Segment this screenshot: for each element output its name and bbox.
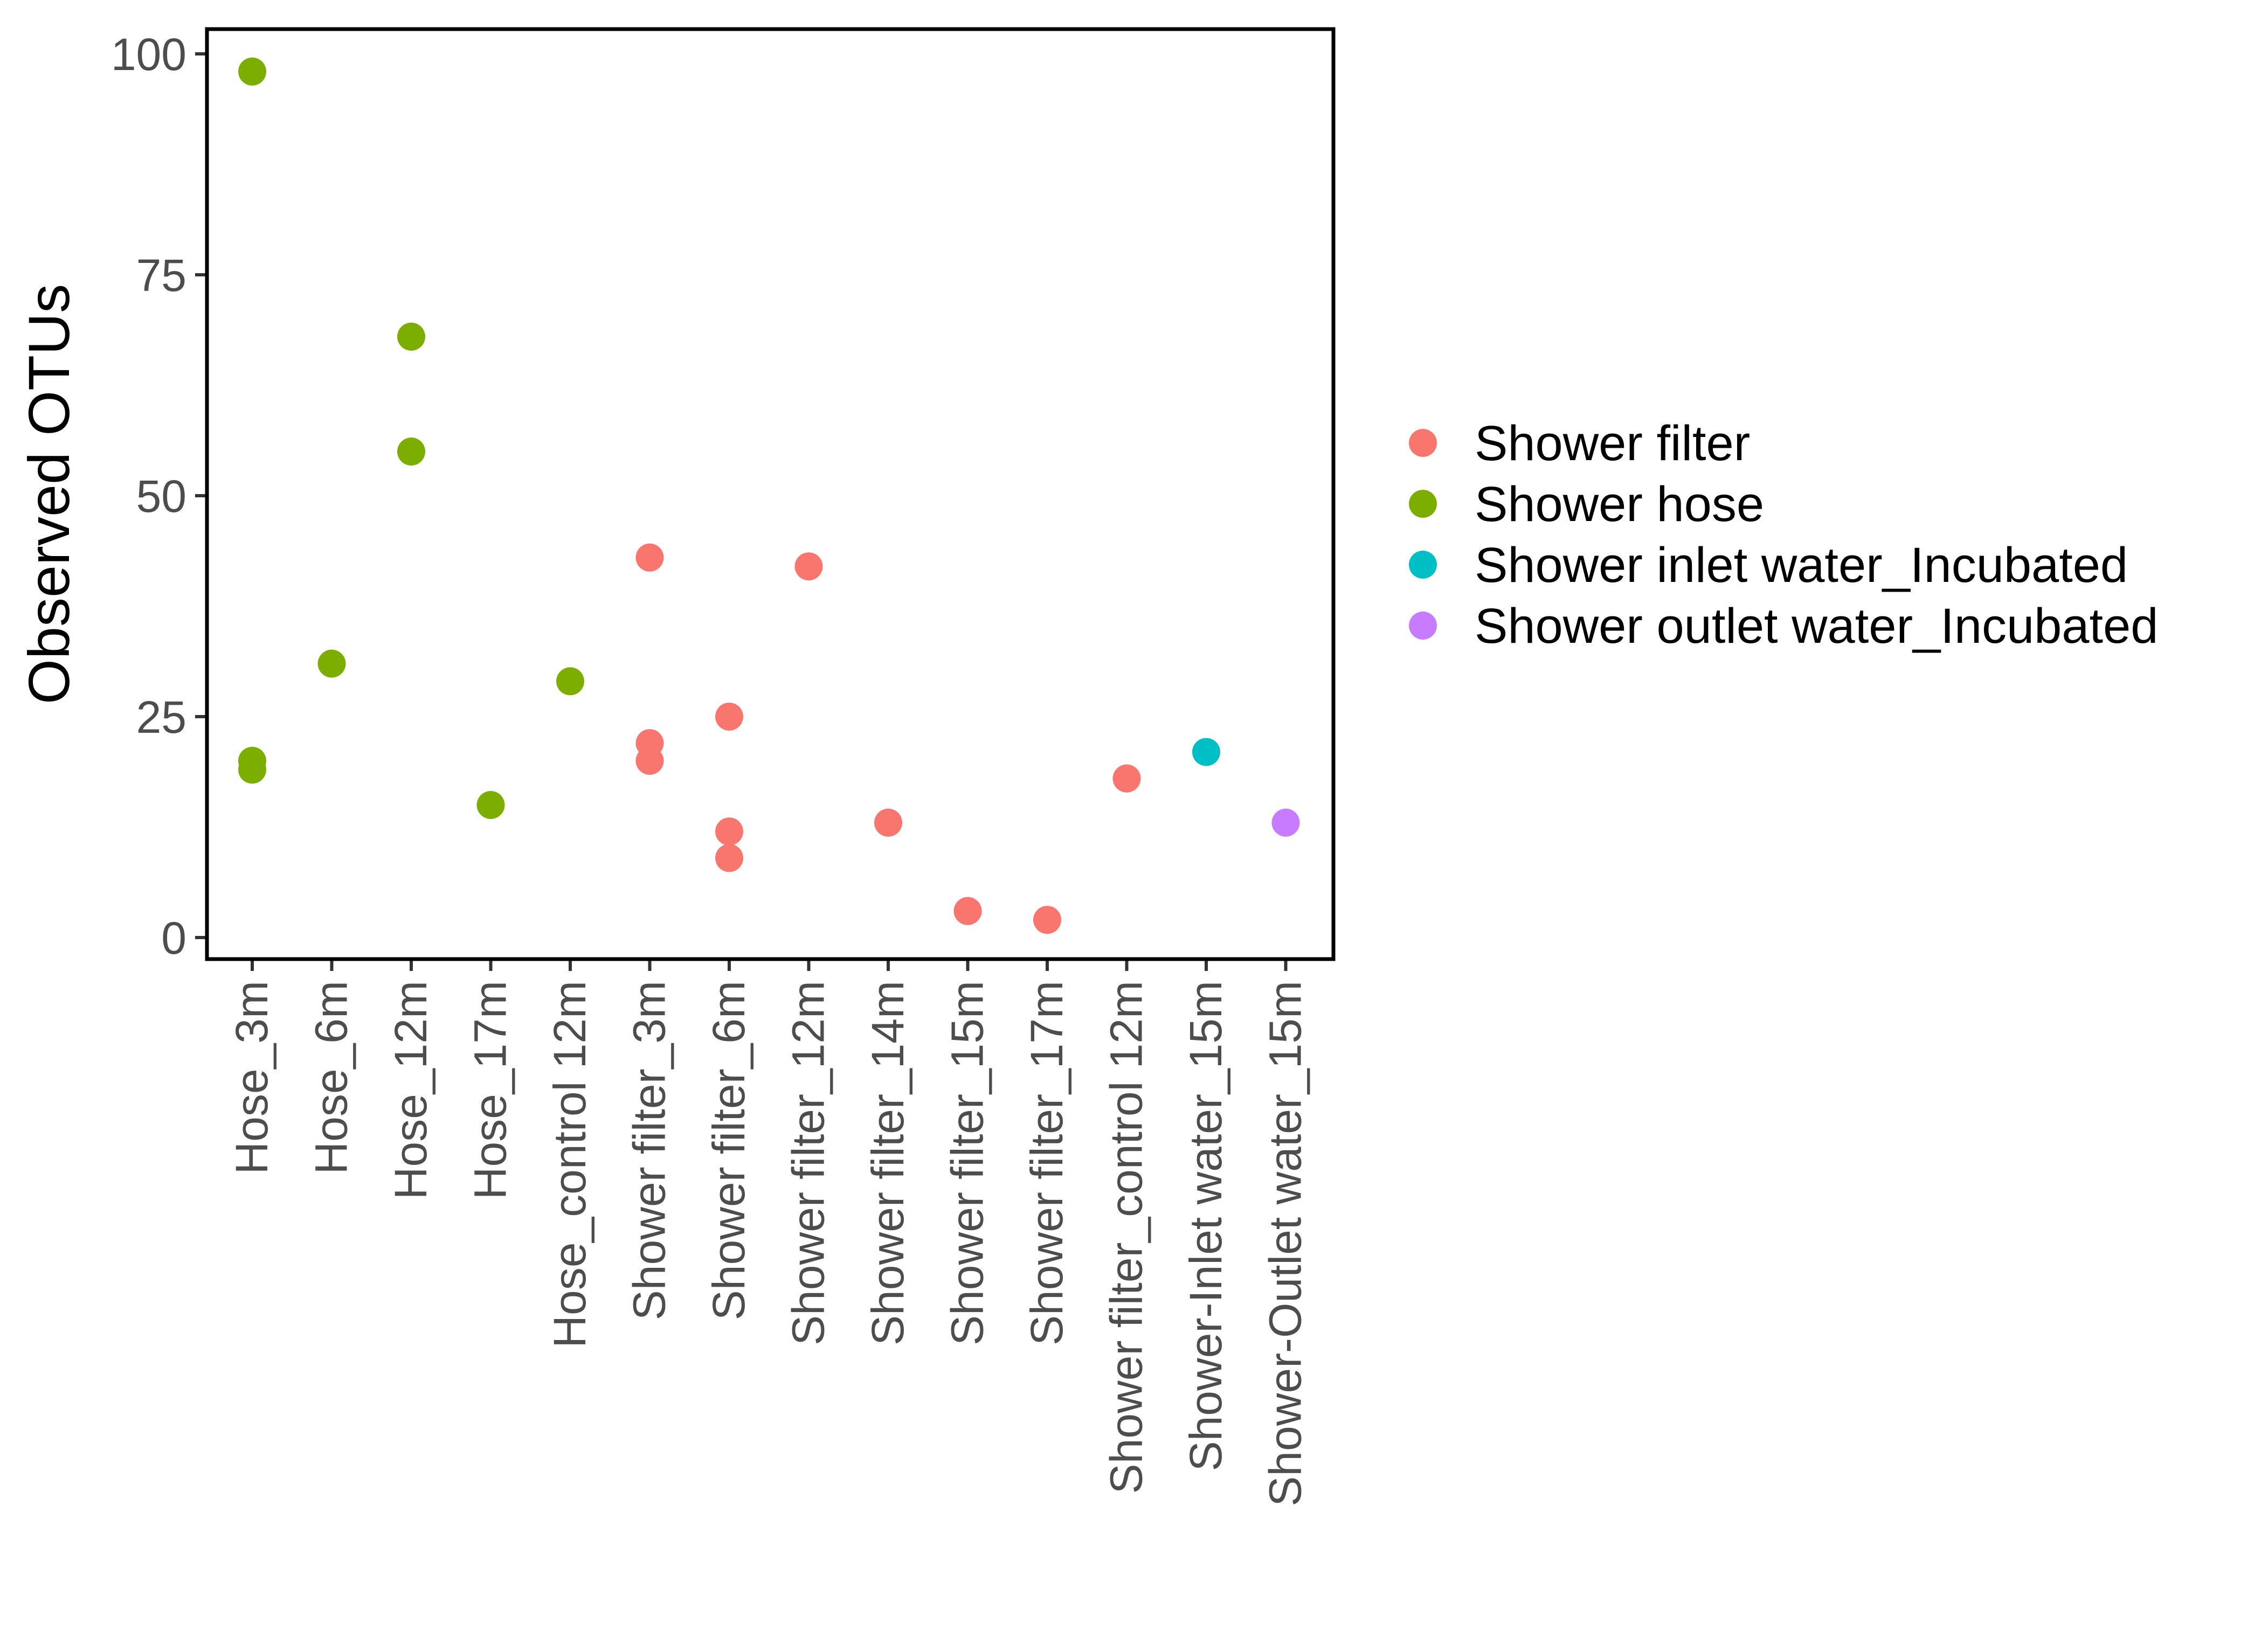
x-tick-label: Hose_3m: [226, 981, 277, 1175]
data-points: [238, 57, 1300, 934]
y-tick-label: 0: [161, 913, 186, 963]
legend-key: [1409, 490, 1437, 518]
legend-label: Shower hose: [1475, 477, 1764, 532]
data-point: [715, 817, 743, 846]
x-tick-label: Shower filter_15m: [942, 981, 993, 1345]
x-tick-label: Shower-Outlet water_15m: [1260, 981, 1311, 1507]
y-tick-label: 50: [136, 471, 186, 522]
x-tick-label: Hose_control 12m: [544, 981, 595, 1348]
data-point: [397, 438, 425, 466]
data-point: [1033, 906, 1061, 934]
y-axis: 0 25 50 75 100: [111, 29, 207, 963]
x-tick-label: Shower filter_17m: [1021, 981, 1072, 1345]
data-point: [715, 844, 743, 872]
legend-key: [1409, 612, 1437, 640]
data-point: [953, 897, 982, 925]
legend-key: [1409, 551, 1437, 579]
data-point: [635, 543, 664, 572]
y-tick-label: 75: [136, 250, 186, 301]
data-point: [1112, 764, 1141, 793]
data-point: [556, 667, 584, 696]
legend-label: Shower inlet water_Incubated: [1475, 538, 2128, 593]
legend-label: Shower outlet water_Incubated: [1475, 599, 2158, 654]
data-point: [317, 649, 346, 678]
data-point: [1192, 738, 1220, 766]
legend-key: [1409, 429, 1437, 457]
data-point: [715, 703, 743, 731]
data-point: [635, 747, 664, 775]
x-tick-label: Hose_17m: [465, 981, 516, 1199]
x-tick-label: Shower-Inlet water_15m: [1180, 981, 1231, 1471]
x-tick-label: Hose_12m: [385, 981, 436, 1199]
y-tick-label: 100: [111, 29, 186, 80]
data-point: [1271, 808, 1300, 837]
x-tick-label: Shower filter_control 12m: [1101, 981, 1152, 1494]
y-axis-title: Observed OTUs: [16, 284, 81, 704]
x-tick-label: Shower filter_3m: [624, 981, 675, 1320]
x-tick-label: Hose_6m: [306, 981, 357, 1175]
data-point: [238, 57, 266, 86]
legend: Shower filter Shower hose Shower inlet wat…: [1409, 416, 2158, 654]
data-point: [238, 755, 266, 784]
data-point: [874, 808, 902, 837]
data-point: [397, 322, 425, 351]
y-tick-label: 25: [136, 692, 186, 742]
data-point: [476, 791, 505, 819]
x-axis: Hose_3m Hose_6m Hose_12m Hose_17m Hose_contr…: [226, 959, 1311, 1507]
x-tick-label: Shower filter_12m: [783, 981, 834, 1345]
data-point: [794, 552, 823, 581]
x-tick-label: Shower filter_14m: [862, 981, 913, 1345]
plot-panel-border: [205, 27, 1336, 961]
x-tick-label: Shower filter_6m: [703, 981, 754, 1320]
legend-label: Shower filter: [1475, 416, 1750, 471]
